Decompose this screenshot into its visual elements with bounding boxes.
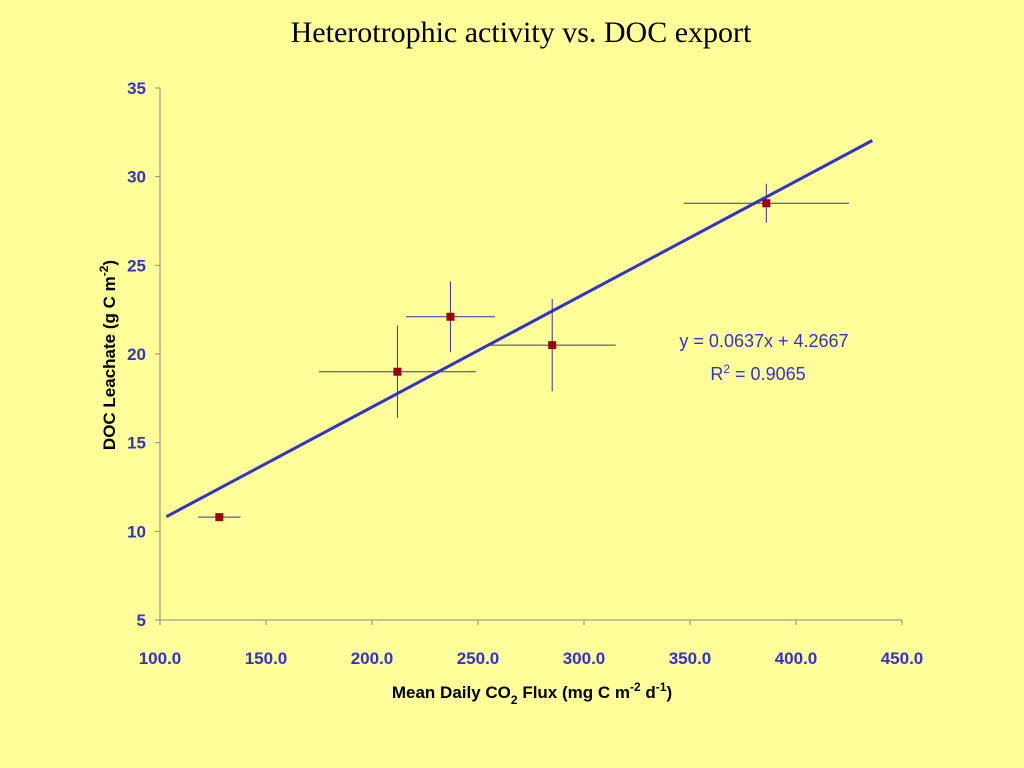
data-point	[446, 312, 455, 321]
x-tick-label: 300.0	[563, 649, 606, 668]
y-tick-label: 10	[127, 522, 146, 541]
data-point	[762, 199, 771, 208]
y-ticks: 5 10 15 20 25 30 35	[127, 79, 160, 630]
y-tick-label: 15	[127, 434, 146, 453]
x-tick-label: 350.0	[669, 649, 712, 668]
trendline	[165, 139, 874, 518]
x-tick-label: 100.0	[139, 649, 182, 668]
data-point	[548, 341, 557, 350]
y-tick-label: 25	[127, 256, 146, 275]
data-point	[393, 367, 402, 376]
x-tick-label: 200.0	[351, 649, 394, 668]
y-tick-label: 35	[127, 79, 146, 98]
trendline-group	[165, 139, 874, 518]
data-points	[215, 199, 771, 522]
y-tick-label: 20	[127, 345, 146, 364]
r-squared-label: R2 = 0.9065	[710, 362, 805, 384]
y-tick-label: 5	[137, 611, 146, 630]
data-point	[215, 513, 224, 522]
axes	[159, 88, 902, 621]
y-tick-label: 30	[127, 168, 146, 187]
x-tick-label: 150.0	[245, 649, 288, 668]
x-ticks: 100.0 150.0 200.0 250.0 300.0 350.0 400.0 450.0	[139, 620, 924, 668]
x-tick-label: 400.0	[775, 649, 818, 668]
y-axis-label: DOC Leachate (g C m-2)	[97, 260, 119, 450]
trendline-equation: y = 0.0637x + 4.2667	[679, 331, 848, 351]
x-tick-label: 250.0	[457, 649, 500, 668]
x-tick-label: 450.0	[881, 649, 924, 668]
chart-title: Heterotrophic activity vs. DOC export	[291, 16, 752, 49]
x-axis-label: Mean Daily CO2 Flux (mg C m-2 d-1)	[392, 680, 672, 707]
